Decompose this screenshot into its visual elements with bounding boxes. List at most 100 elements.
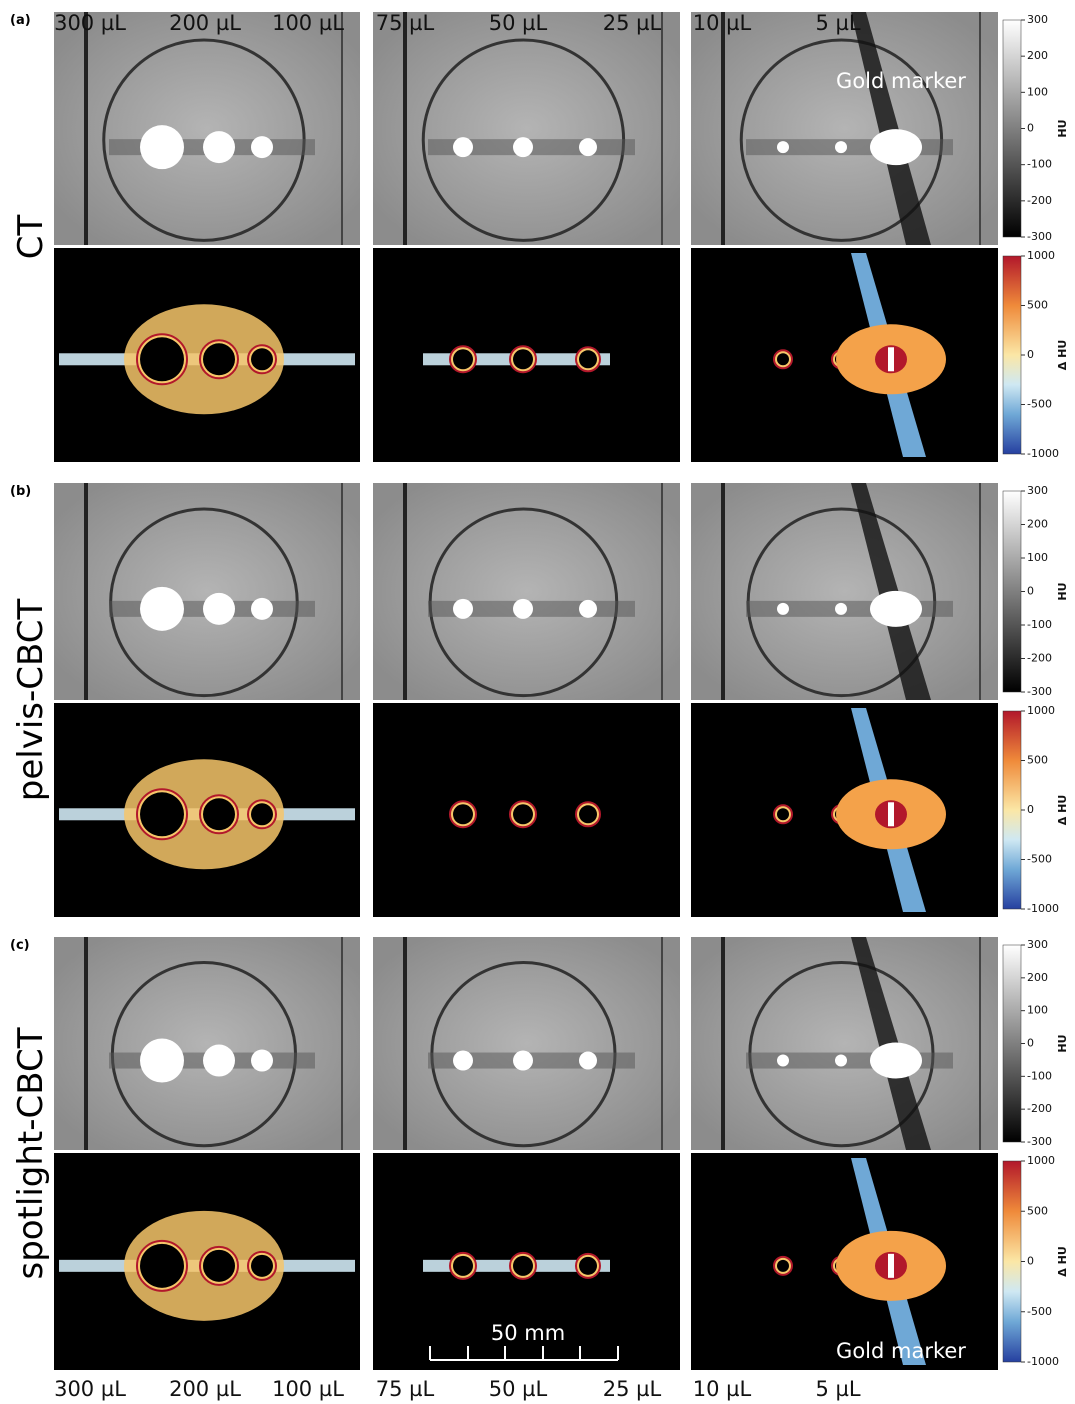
contrast-insert [251, 136, 273, 158]
insert-core [513, 804, 533, 824]
insert-core [513, 349, 533, 369]
colorbar-tick-label: -100 [1027, 1069, 1052, 1082]
colorbar-tick-label: 0 [1027, 803, 1034, 816]
colorbar-tick-label: 300 [1027, 484, 1048, 497]
ct-image [691, 12, 998, 245]
insert-core [251, 1255, 273, 1277]
panel-letter: (c) [10, 938, 30, 953]
volume-label: 10 µL [693, 1377, 752, 1401]
colorbar [1003, 711, 1021, 909]
insert-core [140, 792, 184, 836]
contrast-insert [453, 1051, 473, 1071]
insert-core [140, 1244, 184, 1288]
insert-core [579, 1257, 597, 1275]
insert-core [140, 337, 184, 381]
insert-core [777, 353, 789, 365]
contrast-insert [777, 141, 789, 153]
contrast-insert [579, 138, 597, 156]
contrast-insert [453, 599, 473, 619]
colorbar [1003, 491, 1021, 692]
contrast-insert [140, 125, 184, 169]
colorbar-tick-label: -200 [1027, 652, 1052, 665]
insert-core [453, 349, 473, 369]
colorbar [1003, 1161, 1021, 1362]
colorbar-tick-label: 200 [1027, 518, 1048, 531]
volume-label: 50 µL [489, 1377, 548, 1401]
gold-marker [870, 1043, 922, 1079]
contrast-insert [251, 1050, 273, 1072]
volume-label: 25 µL [603, 1377, 662, 1401]
colorbar-tick-label: 0 [1027, 1037, 1034, 1050]
colorbar-tick-label: -1000 [1027, 447, 1059, 460]
ct-image [691, 483, 998, 700]
volume-label: 5 µL [815, 1377, 860, 1401]
insert-core [251, 348, 273, 370]
row-label: spotlight-CBCT [11, 1027, 51, 1279]
panel-letter: (a) [10, 13, 31, 28]
ct-image [373, 12, 680, 245]
contrast-insert [835, 141, 847, 153]
volume-label: 50 µL [489, 11, 548, 35]
colorbar-tick-label: -200 [1027, 194, 1052, 207]
volume-label: 5 µL [815, 11, 860, 35]
colorbar-label: Δ HU [1056, 1246, 1069, 1276]
page: 300 200 1000 -100 -200 -300 HU 1000 500 0 -500 -100… [0, 0, 1075, 1404]
colorbar-tick-label: 0 [1027, 585, 1034, 598]
colorbar-tick-label: 200 [1027, 49, 1048, 62]
insert-core [579, 805, 597, 823]
contrast-insert [777, 603, 789, 615]
colorbar-tick-label: -500 [1027, 398, 1052, 411]
ct-image [54, 483, 360, 700]
insert-core [203, 343, 235, 375]
gold-marker [870, 591, 922, 627]
panel-letter: (b) [10, 484, 31, 499]
ct-image [54, 12, 360, 245]
contrast-insert [835, 1055, 847, 1067]
colorbar-label: Δ HU [1056, 340, 1069, 370]
gold-marker [888, 802, 894, 826]
colorbar-tick-label: 1000 [1027, 704, 1055, 717]
contrast-insert [140, 1039, 184, 1083]
colorbar [1003, 20, 1021, 237]
colorbar-tick-label: -200 [1027, 1102, 1052, 1115]
ct-image [373, 937, 680, 1150]
volume-label: 25 µL [603, 11, 662, 35]
insert-core [203, 1250, 235, 1282]
colorbar-tick-label: 500 [1027, 1204, 1048, 1217]
insert-core [453, 1256, 473, 1276]
colorbar-tick-label: 300 [1027, 13, 1048, 26]
annotation: Gold marker [836, 1339, 966, 1363]
colorbar-tick-label: 1000 [1027, 249, 1055, 262]
colorbar-tick-label: 1000 [1027, 1154, 1055, 1167]
colorbar-label: HU [1056, 582, 1069, 600]
insert-core [453, 804, 473, 824]
contrast-insert [453, 137, 473, 157]
row-label: CT [11, 215, 51, 260]
insert-core [513, 1256, 533, 1276]
volume-label: 200 µL [169, 11, 241, 35]
colorbar-tick-label: -300 [1027, 230, 1052, 243]
contrast-insert [513, 1051, 533, 1071]
volume-label: 200 µL [169, 1377, 241, 1401]
colorbar [1003, 945, 1021, 1142]
contrast-insert [251, 598, 273, 620]
volume-label: 10 µL [693, 11, 752, 35]
colorbar-tick-label: 0 [1027, 1255, 1034, 1268]
contrast-insert [579, 600, 597, 618]
colorbar-label: HU [1056, 1034, 1069, 1052]
colorbar-tick-label: 200 [1027, 971, 1048, 984]
gold-marker [888, 1254, 894, 1278]
volume-label: 300 µL [54, 11, 126, 35]
insert-core [777, 1260, 789, 1272]
colorbar-tick-label: -1000 [1027, 1355, 1059, 1368]
colorbar-tick-label: -300 [1027, 1135, 1052, 1148]
colorbar-tick-label: -100 [1027, 618, 1052, 631]
colorbar-label: Δ HU [1056, 795, 1069, 825]
contrast-insert [513, 137, 533, 157]
colorbar [1003, 256, 1021, 454]
contrast-insert [513, 599, 533, 619]
colorbar-tick-label: -100 [1027, 158, 1052, 171]
contrast-insert [579, 1052, 597, 1070]
colorbar-tick-label: 300 [1027, 938, 1048, 951]
insert-core [251, 803, 273, 825]
